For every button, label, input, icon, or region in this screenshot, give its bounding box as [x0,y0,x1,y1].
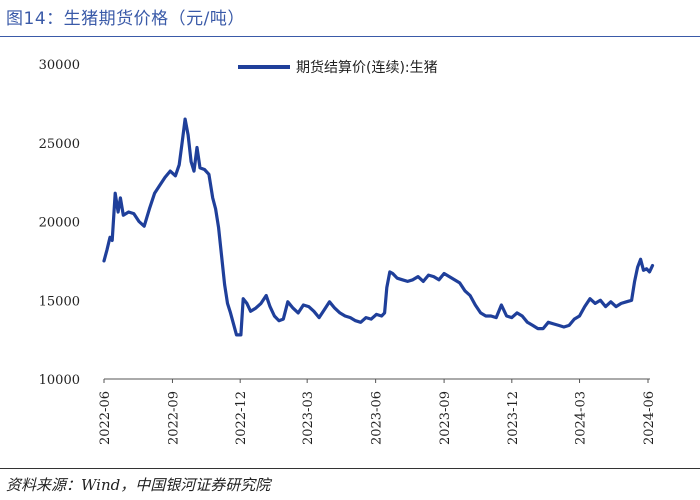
x-tick-label: 2022-06 [98,391,113,445]
title-divider [0,36,700,37]
x-tick-label: 2023-12 [506,391,521,445]
series-layer [102,117,655,337]
x-tick-label: 2023-09 [438,391,453,445]
series-line [102,117,655,337]
y-tick-label: 20000 [39,216,80,231]
y-axis: 10000 15000 20000 25000 30000 [39,58,80,388]
y-tick-label: 25000 [39,137,80,152]
x-tick-label: 2023-06 [370,391,385,445]
footer-divider [0,468,700,469]
x-tick-label: 2022-09 [166,391,181,445]
x-tick-label: 2024-03 [574,391,589,445]
y-tick-label: 10000 [39,373,80,388]
x-tick-label: 2024-06 [642,391,657,445]
source-note: 资料来源：Wind，中国银河证券研究院 [6,476,271,494]
legend: 期货结算价(连续):生猪 [238,59,438,76]
figure-title: 图14：生猪期货价格（元/吨） [6,9,245,29]
x-tick-label: 2022-12 [234,391,249,445]
x-axis: 2022-06 2022-09 2022-12 2023-03 2023-06 2023-… [98,378,657,445]
legend-label: 期货结算价(连续):生猪 [296,59,438,76]
line-chart: 10000 15000 20000 25000 30000 2022-06 2022-09… [39,58,657,445]
y-tick-label: 30000 [39,58,80,73]
y-tick-label: 15000 [39,294,80,309]
x-tick-label: 2023-03 [301,391,316,445]
